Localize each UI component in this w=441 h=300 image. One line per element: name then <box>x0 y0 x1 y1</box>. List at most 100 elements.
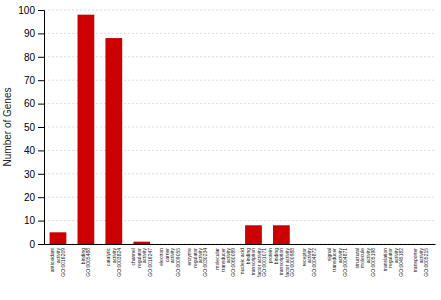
tick-mark <box>38 127 44 128</box>
tick: receptoractivityGO:0004872 <box>301 248 318 277</box>
bar <box>413 244 430 245</box>
tick-mark <box>38 33 44 34</box>
bar <box>245 225 262 244</box>
tick-label: proteinbindingtranscriptionfactor activi… <box>267 248 295 278</box>
grid-line <box>44 173 435 174</box>
tick-label: 70 <box>24 75 36 86</box>
tick: moleculartransduceractivityGO:0060089 <box>214 248 236 277</box>
tick-label: 0 <box>29 239 35 250</box>
tick: 40 <box>24 145 44 156</box>
tick-mark <box>38 197 44 198</box>
grid-line <box>44 103 435 104</box>
tick-label: receptoractivityGO:0004872 <box>301 248 318 277</box>
tick-label-line: GO:0030234 <box>202 248 208 277</box>
tick-label-line: GO:0016209 <box>60 248 66 277</box>
tick: 30 <box>24 169 44 180</box>
tick-label-line: GO:0000988 <box>289 248 295 277</box>
tick: transporteractivityGO:0005215 <box>412 248 429 277</box>
bar <box>329 244 346 245</box>
tick: 50 <box>24 122 44 133</box>
tick: 100 <box>18 5 44 16</box>
tick-label: electroncarrieractivityGO:0009055 <box>158 248 180 277</box>
tick: nucleic acidbindingtranscriptionfactor a… <box>239 248 267 278</box>
chart: 0 10 20 30 40 50 60 70 80 90 100 antioxidantactivit… <box>0 0 441 300</box>
tick: enzymeregulatoractivityGO:0030234 <box>186 248 208 277</box>
tick-label: 60 <box>24 98 36 109</box>
tick-label: signaltransduceractivityGO:0004871 <box>326 248 348 277</box>
axis-line <box>38 11 45 245</box>
bar <box>357 244 374 245</box>
tick-label: transporteractivityGO:0005215 <box>412 248 429 277</box>
tick-label: 80 <box>24 52 36 63</box>
bar <box>273 225 290 244</box>
tick-label: channelregulatoractivityGO:0016247 <box>130 248 152 277</box>
x-axis: antioxidantactivityGO:0016209 bindingGO:0… <box>45 245 436 278</box>
tick-label: structuralmoleculeactivityGO:0005198 <box>354 248 376 277</box>
tick: 70 <box>24 75 44 86</box>
tick-label: translationregulatoractivityGO:0045182 <box>382 248 404 277</box>
tick-label-line: GO:0005488 <box>85 248 91 277</box>
tick-mark <box>38 221 44 222</box>
tick-mark <box>38 174 44 175</box>
bar <box>189 244 206 245</box>
tick: 0 <box>29 239 44 250</box>
grid-line <box>44 150 435 151</box>
tick-label: antioxidantactivityGO:0016209 <box>49 247 66 276</box>
tick: channelregulatoractivityGO:0016247 <box>130 248 152 277</box>
tick-label: moleculartransduceractivityGO:0060089 <box>214 248 236 277</box>
tick: 20 <box>24 192 44 203</box>
bar <box>50 232 67 244</box>
grid-line <box>44 197 435 198</box>
tick-label: nucleic acidbindingtranscriptionfactor a… <box>239 248 267 278</box>
bar <box>217 244 234 245</box>
tick-label: 50 <box>24 122 36 133</box>
tick: bindingGO:0005488 <box>80 248 91 277</box>
tick: structuralmoleculeactivityGO:0005198 <box>354 248 376 277</box>
tick: antioxidantactivityGO:0016209 <box>49 247 66 276</box>
tick-label-line: GO:0016247 <box>147 248 153 277</box>
grid-line <box>44 10 435 11</box>
grid-line <box>44 127 435 128</box>
tick: catalyticactivityGO:0003824 <box>105 248 122 277</box>
tick-label: 40 <box>24 145 36 156</box>
tick: signaltransduceractivityGO:0004871 <box>326 248 348 277</box>
tick-label-line: GO:0004871 <box>342 248 348 277</box>
tick-label: bindingGO:0005488 <box>80 248 91 277</box>
y-axis-title: Number of Genes <box>2 88 13 167</box>
grid-line <box>44 80 435 81</box>
tick: electroncarrieractivityGO:0009055 <box>158 248 180 277</box>
bar <box>385 244 402 245</box>
bars <box>50 15 290 244</box>
tick-label-line: GO:0004872 <box>311 248 317 277</box>
tick: translationregulatoractivityGO:0045182 <box>382 248 404 277</box>
tick: proteinbindingtranscriptionfactor activi… <box>267 248 295 278</box>
tick-label: 10 <box>24 215 36 226</box>
tick-label: 90 <box>24 28 36 39</box>
bar <box>301 244 318 245</box>
tick: 80 <box>24 52 44 63</box>
bar <box>78 15 95 244</box>
tick-label-line: GO:0005198 <box>370 248 376 277</box>
tick-label-line: GO:0003824 <box>116 248 122 277</box>
grid-line <box>44 244 435 245</box>
tick-mark <box>38 104 44 105</box>
tick-label-line: GO:0060089 <box>230 248 236 277</box>
tick-mark <box>38 57 44 58</box>
grid-line <box>44 33 435 34</box>
axis-line <box>45 244 436 245</box>
tick-mark <box>38 10 44 11</box>
bar <box>105 38 122 244</box>
bar <box>161 244 178 245</box>
tick-mark <box>38 80 44 81</box>
tick-label: catalyticactivityGO:0003824 <box>105 248 122 277</box>
tick: 60 <box>24 98 44 109</box>
tick: 10 <box>24 215 44 226</box>
tick: 90 <box>24 28 44 39</box>
plot: 0 10 20 30 40 50 60 70 80 90 100 antioxidantactivit… <box>2 5 436 277</box>
tick-label-line: GO:0009055 <box>175 248 181 277</box>
tick-mark <box>38 244 44 245</box>
tick-label: enzymeregulatoractivityGO:0030234 <box>186 248 208 277</box>
grid-line <box>44 220 435 221</box>
y-axis: 0 10 20 30 40 50 60 70 80 90 100 <box>18 5 44 250</box>
tick-label: 100 <box>18 5 35 16</box>
